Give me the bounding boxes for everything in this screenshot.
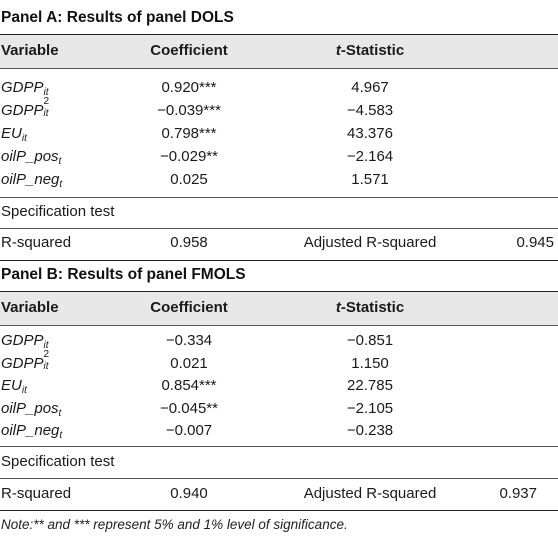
var-sub: it (43, 340, 49, 351)
tstat-cell: 1.571 (351, 171, 389, 188)
variable-cell: GDPP 2 it (1, 97, 52, 120)
panel-a-title: Panel A: Results of panel DOLS (1, 9, 234, 26)
panel-a-header-rule (0, 68, 558, 69)
tstat-suffix: -Statistic (340, 299, 405, 316)
panel-b-r2-value: 0.940 (170, 485, 208, 502)
tstat-cell: 4.967 (351, 79, 389, 96)
var-sup: 2 (43, 348, 50, 360)
panel-b-spec-rule (0, 478, 558, 479)
tstat-cell: −4.583 (346, 102, 394, 119)
panel-a-r2-label: R-squared (1, 234, 72, 251)
panel-b-header-rule (0, 325, 558, 326)
var-base: EU (1, 377, 22, 394)
coefficient-cell: −0.029** (160, 148, 218, 165)
var-sub: it (43, 108, 49, 119)
significance-note: Note:** and *** represent 5% and 1% leve… (1, 517, 348, 532)
var-sub-sup: 2 it (44, 97, 52, 119)
var-sub: it (43, 360, 49, 372)
panel-b-bottom-rule (0, 510, 558, 511)
tstat-t-letter: t (335, 299, 341, 316)
var-base: GDPP (1, 102, 44, 119)
panel-b-header-coefficient: Coefficient (150, 299, 228, 316)
tstat-cell: −0.851 (346, 332, 394, 349)
panel-a-bottom-rule (0, 260, 558, 261)
var-sub: it (43, 87, 49, 98)
var-base: oilP_neg (1, 171, 60, 188)
var-base: EU (1, 125, 22, 142)
variable-cell: oilP_negt (1, 422, 63, 441)
tstat-cell: −0.238 (346, 422, 394, 439)
panel-a-r2-value: 0.958 (170, 234, 208, 251)
var-base: GDPP (1, 354, 44, 372)
variable-cell: GDPPit (1, 79, 49, 98)
panel-a-top-rule (0, 34, 558, 35)
tstat-t-letter: t (335, 42, 341, 59)
var-sub: it (21, 385, 27, 396)
panel-a-header-tstat: t-Statistic (336, 42, 404, 60)
var-base: oilP_pos (1, 148, 59, 165)
coefficient-cell: 0.021 (170, 354, 208, 372)
coefficient-cell: 0.920*** (161, 79, 217, 96)
panel-a-spec-label: Specification test (1, 203, 115, 220)
panel-b-rows-rule (0, 446, 558, 447)
variable-cell: GDPPit (1, 332, 49, 351)
panel-b-adj-value: 0.937 (499, 485, 537, 502)
tstat-cell: −2.164 (346, 148, 394, 165)
var-base: oilP_pos (1, 399, 59, 417)
var-sub: t (58, 407, 62, 419)
coefficient-cell: 0.025 (170, 171, 208, 188)
panel-a-header-coefficient: Coefficient (150, 42, 228, 59)
panel-b-header-tstat: t-Statistic (336, 299, 404, 317)
tstat-cell: 43.376 (347, 125, 393, 142)
tstat-cell: 1.150 (351, 354, 389, 372)
var-sub: t (59, 179, 63, 190)
panel-b-title: Panel B: Results of panel FMOLS (1, 266, 246, 283)
panel-b-top-rule (0, 291, 558, 292)
panel-b-r2-label: R-squared (1, 485, 72, 502)
tstat-suffix: -Statistic (340, 42, 405, 59)
coefficient-cell: −0.007 (165, 422, 213, 439)
variable-cell: GDPP 2 it (1, 349, 52, 373)
panel-a-header-variable: Variable (1, 42, 59, 59)
panel-b-header-band (0, 292, 558, 325)
variable-cell: EUit (1, 377, 27, 396)
var-base: oilP_neg (1, 422, 60, 439)
var-sub-sup: 2 it (44, 349, 52, 371)
var-sub: t (59, 430, 63, 441)
coefficient-cell: −0.039*** (157, 102, 221, 119)
variable-cell: oilP_negt (1, 171, 63, 190)
panel-a-adj-label: Adjusted R-squared (303, 234, 437, 251)
panel-a-header-band (0, 35, 558, 68)
tstat-cell: −2.105 (346, 399, 394, 417)
coefficient-cell: 0.798*** (161, 125, 217, 142)
panel-b-spec-label: Specification test (1, 453, 115, 470)
panel-a-spec-rule (0, 228, 558, 229)
var-sup: 2 (43, 96, 50, 107)
coefficient-cell: −0.045** (160, 399, 218, 417)
var-sub: t (58, 156, 62, 167)
variable-cell: oilP_post (1, 399, 62, 419)
variable-cell: EUit (1, 125, 27, 144)
panel-a-rows-rule (0, 197, 558, 198)
variable-cell: oilP_post (1, 148, 62, 167)
var-base: GDPP (1, 332, 44, 349)
tstat-cell: 22.785 (347, 377, 393, 394)
panel-a-adj-value: 0.945 (516, 234, 554, 251)
panel-b-adj-label: Adjusted R-squared (303, 485, 437, 502)
var-sub: it (21, 133, 27, 144)
coefficient-cell: 0.854*** (161, 377, 217, 394)
panel-b-header-variable: Variable (1, 299, 59, 316)
coefficient-cell: −0.334 (165, 332, 213, 349)
var-base: GDPP (1, 79, 44, 96)
